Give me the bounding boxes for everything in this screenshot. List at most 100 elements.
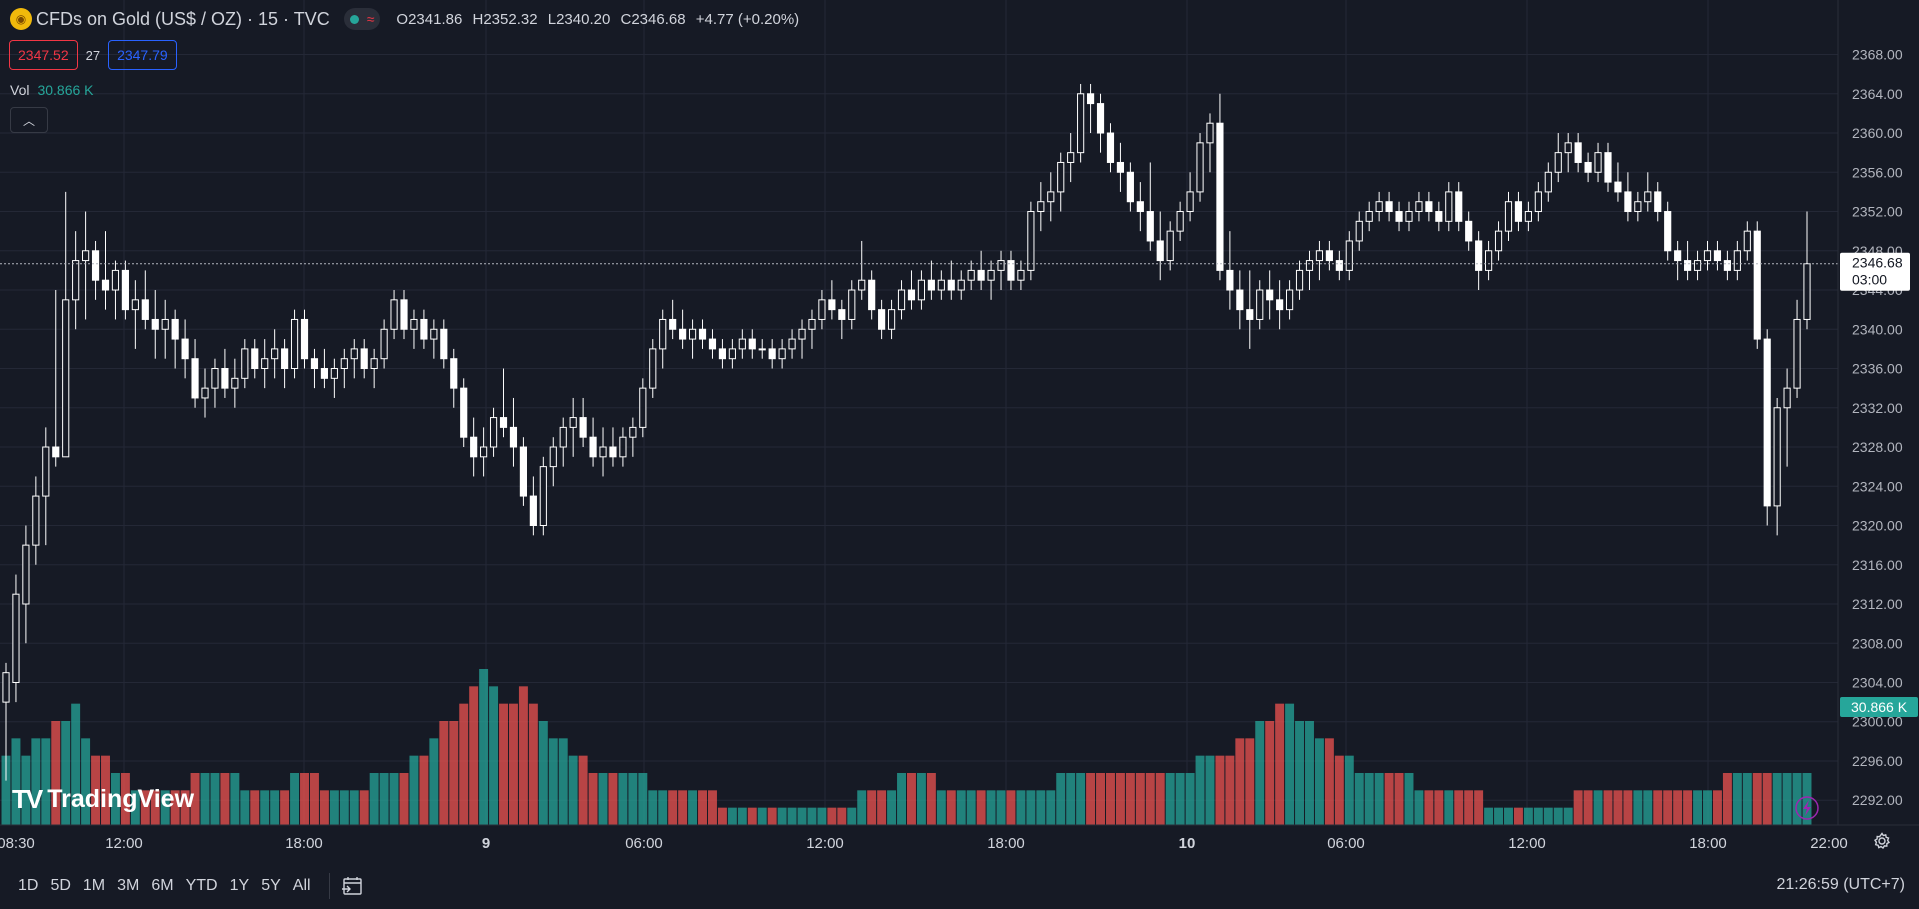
volume-bar bbox=[61, 721, 71, 825]
candle-body bbox=[91, 250, 100, 281]
candle-body bbox=[798, 328, 806, 340]
volume-bar bbox=[956, 790, 966, 825]
volume-bar bbox=[847, 807, 857, 825]
candle-body bbox=[808, 318, 816, 330]
tradingview-logo[interactable]: TV TradingView bbox=[12, 784, 194, 815]
symbol-legend: ◉ CFDs on Gold (US$ / OZ) · 15 · TVC ≈ O… bbox=[10, 8, 799, 30]
volume-bar bbox=[479, 669, 489, 825]
volume-bar bbox=[1, 755, 11, 825]
candle-body bbox=[72, 260, 80, 301]
gold-coins-icon: ◉ bbox=[10, 8, 32, 30]
volume-bar bbox=[1285, 703, 1295, 825]
volume-bar bbox=[1016, 790, 1026, 825]
volume-bar bbox=[1066, 773, 1076, 825]
calendar-goto-icon[interactable] bbox=[340, 874, 364, 898]
range-button-all[interactable]: All bbox=[292, 876, 311, 894]
candle-body bbox=[181, 338, 189, 360]
volume-legend[interactable]: Vol 30.866 K bbox=[10, 82, 94, 98]
market-status[interactable]: ≈ bbox=[343, 8, 381, 30]
range-button-1m[interactable]: 1M bbox=[82, 876, 106, 894]
volume-bar bbox=[1076, 773, 1086, 825]
candle-body bbox=[907, 289, 916, 301]
low-label: L bbox=[547, 10, 557, 28]
volume-bar bbox=[399, 773, 409, 825]
volume-bar bbox=[1036, 790, 1046, 825]
range-button-5y[interactable]: 5Y bbox=[261, 876, 281, 894]
candle-body bbox=[649, 348, 657, 389]
volume-bar bbox=[698, 790, 707, 825]
price-tick-label: 2308.00 bbox=[1852, 635, 1903, 651]
candle-body bbox=[818, 299, 826, 320]
volume-bar bbox=[1673, 790, 1683, 825]
candle-body bbox=[111, 269, 120, 291]
candle-body bbox=[1684, 260, 1692, 271]
price-axis[interactable]: 2368.002364.002360.002356.002352.002348.… bbox=[0, 0, 1919, 826]
candle-body bbox=[619, 436, 627, 458]
range-button-ytd[interactable]: YTD bbox=[185, 876, 218, 894]
volume-bar bbox=[1245, 738, 1255, 825]
range-button-1y[interactable]: 1Y bbox=[229, 876, 250, 894]
candle-body bbox=[1435, 211, 1443, 222]
price-tick-label: 2320.00 bbox=[1852, 518, 1903, 534]
volume-bar bbox=[807, 807, 817, 825]
volume-bar bbox=[1106, 773, 1115, 825]
volume-bar bbox=[240, 790, 250, 825]
range-button-6m[interactable]: 6M bbox=[151, 876, 174, 894]
volume-bar bbox=[1394, 773, 1404, 825]
volume-bar bbox=[1215, 755, 1225, 825]
price-tick-label: 2312.00 bbox=[1852, 596, 1903, 612]
time-tick-label: 12:00 bbox=[105, 835, 143, 852]
volume-bar bbox=[1613, 790, 1623, 825]
sell-button[interactable]: 2347.52 bbox=[9, 40, 78, 70]
volume-bar bbox=[1275, 703, 1285, 825]
clock-readout[interactable]: 21:26:59 (UTC+7) bbox=[1776, 876, 1905, 893]
price-tick-label: 2304.00 bbox=[1852, 675, 1903, 691]
candle-body bbox=[1047, 191, 1055, 203]
volume-bar bbox=[409, 755, 419, 825]
volume-bar bbox=[359, 790, 369, 825]
time-axis[interactable]: 08:30 12:00 18:00 9 06:00 12:00 18:00 10 06:00 12… bbox=[0, 835, 1848, 852]
candle-body bbox=[997, 260, 1005, 271]
candle-body bbox=[679, 328, 687, 340]
candle-body bbox=[231, 377, 239, 389]
candle-body bbox=[52, 446, 60, 458]
volume-bar bbox=[120, 773, 130, 825]
volume-bar bbox=[688, 790, 698, 825]
volume-bar bbox=[1295, 721, 1305, 825]
last-volume-label: 30.866 K bbox=[1840, 697, 1918, 717]
lightning-icon[interactable] bbox=[1795, 796, 1819, 820]
price-tick-label: 2328.00 bbox=[1852, 439, 1903, 455]
candle-body bbox=[161, 318, 169, 330]
low-value: 2340.20 bbox=[556, 10, 611, 28]
volume-bar bbox=[1633, 790, 1643, 825]
candle-body bbox=[1196, 142, 1204, 193]
volume-bar bbox=[190, 773, 200, 825]
candle-body bbox=[320, 368, 328, 379]
range-button-5d[interactable]: 5D bbox=[50, 876, 71, 894]
range-button-3m[interactable]: 3M bbox=[117, 876, 140, 894]
gear-icon[interactable] bbox=[1873, 832, 1891, 855]
collapse-legend-button[interactable]: ︿ bbox=[10, 107, 48, 133]
candle-body bbox=[1753, 230, 1761, 340]
candle-body bbox=[1266, 289, 1274, 301]
volume-bar bbox=[1533, 807, 1543, 825]
volume-bars bbox=[1, 669, 1812, 825]
candle-body bbox=[82, 250, 90, 262]
range-button-1d[interactable]: 1D bbox=[18, 876, 39, 894]
volume-bar bbox=[1583, 790, 1593, 825]
buy-button[interactable]: 2347.79 bbox=[108, 40, 177, 70]
chevron-up-icon: ︿ bbox=[22, 113, 35, 128]
volume-bar bbox=[1026, 790, 1036, 825]
candle-body bbox=[748, 338, 756, 350]
candle-body bbox=[440, 328, 448, 360]
volume-bar bbox=[1742, 773, 1752, 825]
volume-bar bbox=[1115, 773, 1125, 825]
candle-body bbox=[1286, 289, 1294, 311]
symbol-title[interactable]: CFDs on Gold (US$ / OZ) · 15 · TVC bbox=[36, 8, 330, 29]
candle-body bbox=[1276, 299, 1284, 311]
volume-bar bbox=[817, 807, 827, 825]
volume-bar bbox=[837, 807, 847, 825]
candle-body bbox=[1455, 191, 1463, 222]
volume-bar bbox=[717, 807, 727, 825]
